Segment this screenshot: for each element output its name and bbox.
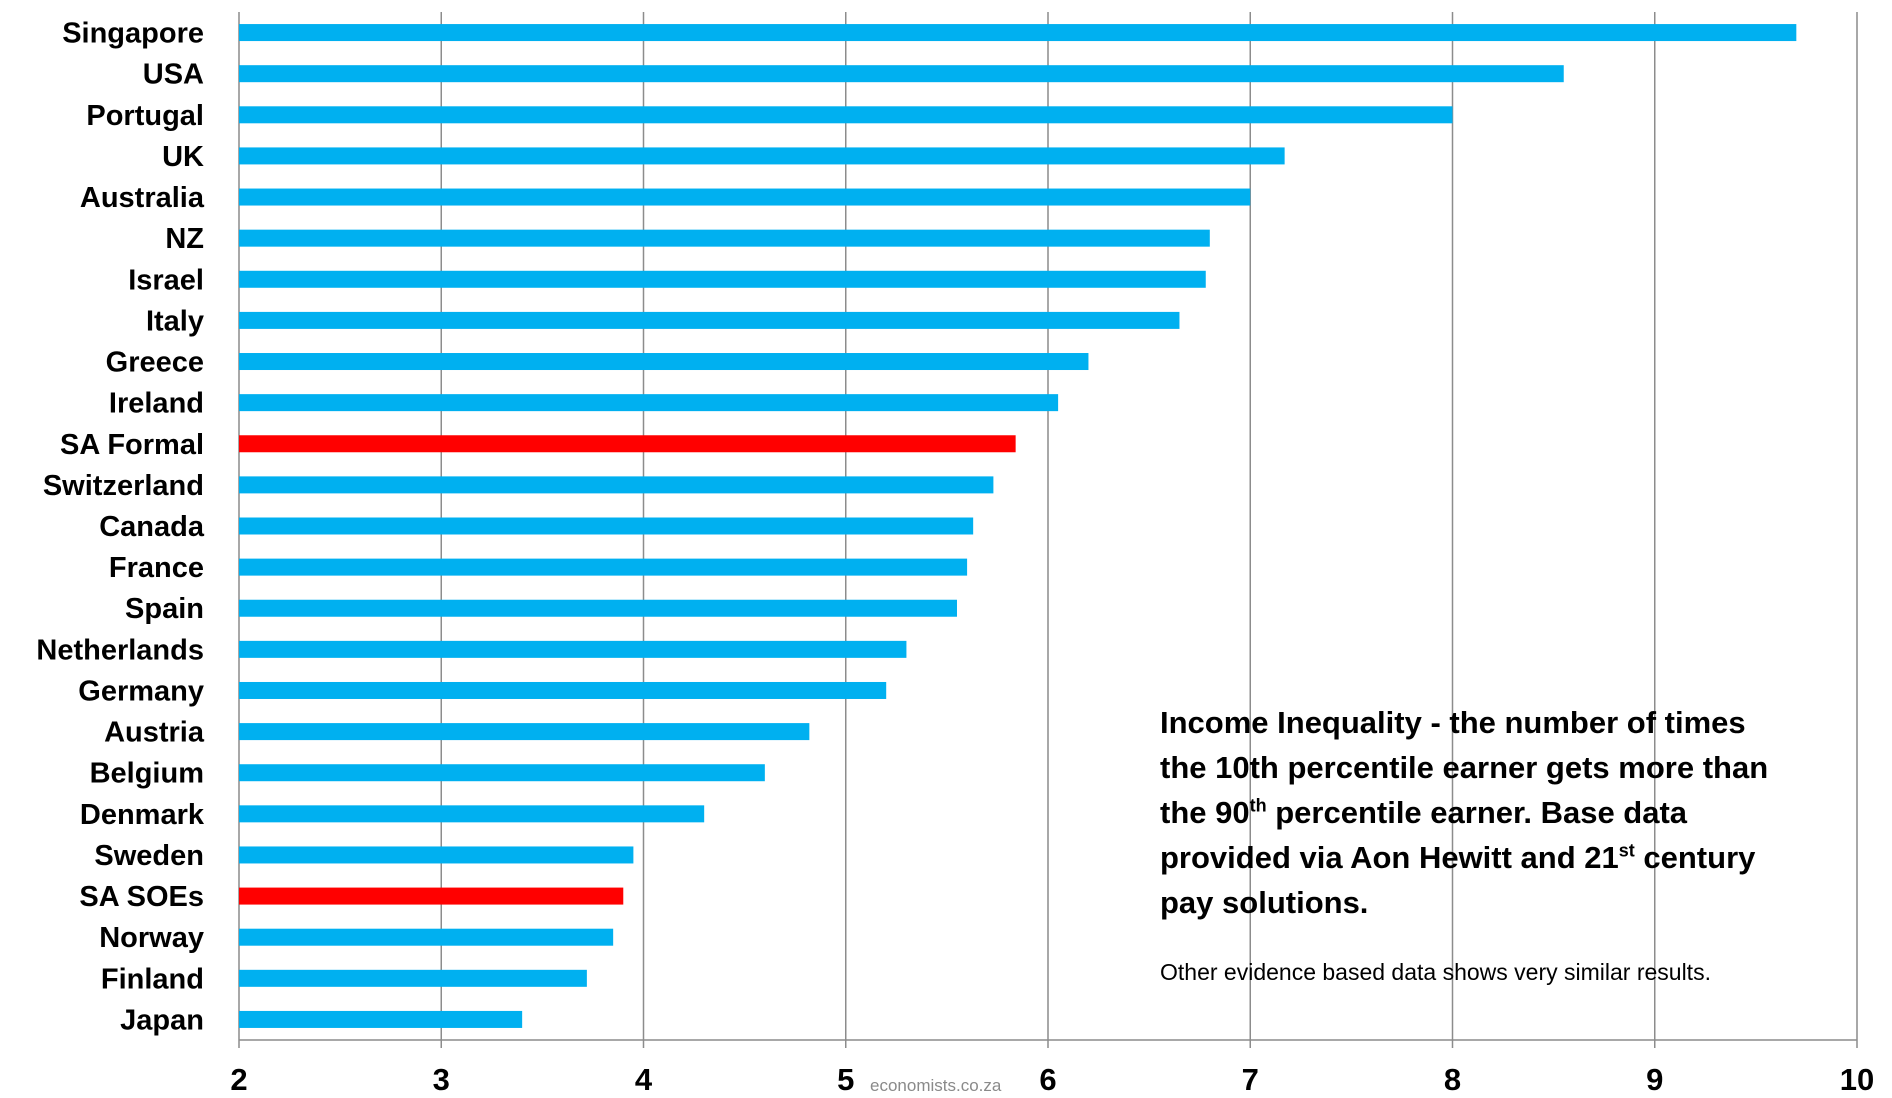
bar-nz xyxy=(239,229,1210,247)
bar-singapore xyxy=(239,24,1797,42)
bar-denmark xyxy=(239,805,705,823)
category-label: SA Formal xyxy=(60,429,204,461)
bar-ireland xyxy=(239,394,1059,412)
bar-australia xyxy=(239,188,1251,206)
category-label: Ireland xyxy=(109,388,204,420)
bar-usa xyxy=(239,65,1564,83)
bar-norway xyxy=(239,928,614,946)
category-label: Sweden xyxy=(94,840,204,872)
annotation-line-4b: century xyxy=(1634,840,1756,875)
annotation-line-3-sup: th xyxy=(1249,795,1267,816)
category-label: Japan xyxy=(120,1004,204,1036)
annotation-line-2: the 10th percentile earner gets more tha… xyxy=(1160,750,1769,785)
x-tick-label: 8 xyxy=(1444,1062,1461,1097)
annotation-line-3a: the 90 xyxy=(1160,795,1250,830)
x-tick-label: 5 xyxy=(837,1062,854,1097)
bar-netherlands xyxy=(239,640,907,658)
bar-portugal xyxy=(239,106,1453,124)
bar-switzerland xyxy=(239,476,994,494)
bar-greece xyxy=(239,353,1089,371)
x-tick-label: 4 xyxy=(635,1062,653,1097)
category-label: Spain xyxy=(125,593,204,625)
category-labels: Singapore USA Portugal UK Australia NZ Israel I… xyxy=(36,18,204,1037)
bar-spain xyxy=(239,599,957,617)
category-label: Greece xyxy=(106,347,204,379)
bar-italy xyxy=(239,311,1180,329)
category-label: Singapore xyxy=(62,18,204,50)
category-label: NZ xyxy=(165,223,204,255)
category-label: Australia xyxy=(80,182,205,214)
category-label: Israel xyxy=(128,264,204,296)
gridlines xyxy=(238,12,1858,1048)
category-label: France xyxy=(109,552,204,584)
bar-japan xyxy=(239,1010,523,1028)
category-label: USA xyxy=(143,59,204,91)
bar-austria xyxy=(239,723,810,741)
annotation-line-1: Income Inequality - the number of times xyxy=(1160,705,1746,740)
category-label: Switzerland xyxy=(43,470,204,502)
x-tick-label: 7 xyxy=(1242,1062,1259,1097)
annotation-line-5: pay solutions. xyxy=(1160,885,1369,920)
annotation-line-4a: provided via Aon Hewitt and 21 xyxy=(1160,840,1619,875)
bar-belgium xyxy=(239,764,765,782)
bar-finland xyxy=(239,969,587,987)
x-tick-label: 9 xyxy=(1646,1062,1663,1097)
annotation-line-4-sup: st xyxy=(1618,840,1635,861)
category-label: Denmark xyxy=(80,799,205,831)
category-label: Canada xyxy=(99,511,205,543)
category-label: Belgium xyxy=(90,758,204,790)
bar-sweden xyxy=(239,846,634,864)
category-label: SA SOEs xyxy=(79,881,204,913)
category-label: UK xyxy=(162,141,204,173)
category-label: Germany xyxy=(78,675,204,707)
category-label: Netherlands xyxy=(36,634,204,666)
bar-israel xyxy=(239,270,1206,288)
source-credit: economists.co.za xyxy=(870,1076,1002,1095)
bar-canada xyxy=(239,517,974,535)
annotation-subtext: Other evidence based data shows very sim… xyxy=(1160,959,1711,985)
annotation-text: Income Inequality - the number of times … xyxy=(1160,700,1850,925)
x-tick-label: 6 xyxy=(1039,1062,1056,1097)
annotation-line-3b: percentile earner. Base data xyxy=(1266,795,1688,830)
x-tick-label: 3 xyxy=(433,1062,450,1097)
category-label: Finland xyxy=(101,963,204,995)
x-tick-label: 10 xyxy=(1840,1062,1874,1097)
bar-uk xyxy=(239,147,1285,165)
bar-sa-formal xyxy=(239,435,1016,453)
x-tick-label: 2 xyxy=(230,1062,247,1097)
category-label: Norway xyxy=(99,922,204,954)
bars xyxy=(239,24,1797,1028)
bar-france xyxy=(239,558,968,576)
bar-germany xyxy=(239,681,887,699)
annotation-box: Income Inequality - the number of times … xyxy=(1160,700,1850,986)
category-label: Austria xyxy=(104,717,205,749)
category-label: Portugal xyxy=(86,100,204,132)
x-tick-labels: 2 3 4 5 6 7 8 9 10 xyxy=(230,1062,1874,1097)
bar-sa-soes xyxy=(239,887,624,905)
category-label: Italy xyxy=(146,305,204,337)
